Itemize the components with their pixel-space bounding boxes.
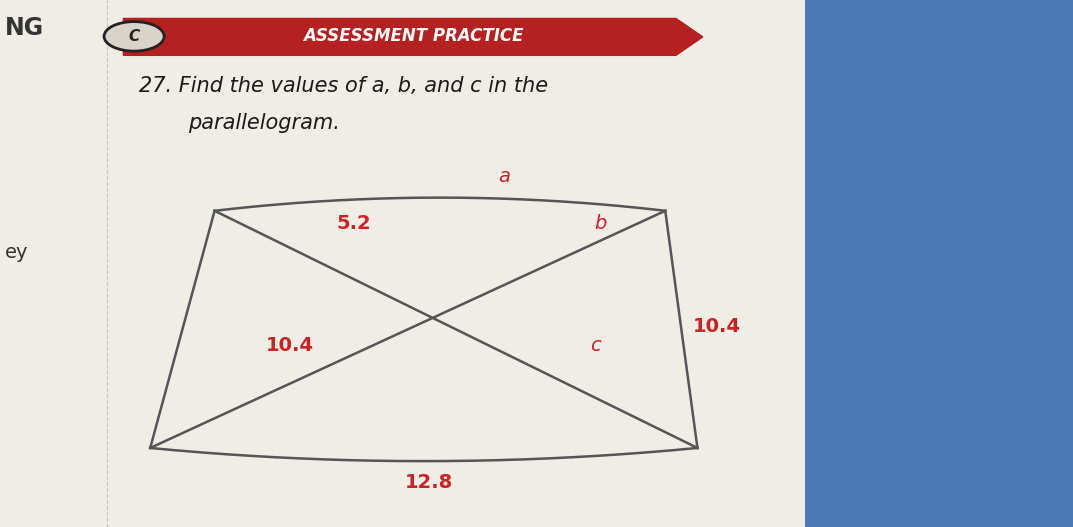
Text: NG: NG: [5, 16, 44, 40]
Bar: [805, 0, 1073, 527]
Text: 10.4: 10.4: [693, 317, 740, 336]
Circle shape: [104, 22, 164, 51]
Text: a: a: [498, 167, 511, 186]
Text: C: C: [129, 29, 139, 44]
Text: 27. Find the values of a, b, and c in the: 27. Find the values of a, b, and c in th…: [139, 76, 548, 96]
Text: 10.4: 10.4: [266, 336, 313, 355]
Text: b: b: [594, 214, 607, 233]
Text: ey: ey: [5, 243, 29, 262]
Text: 12.8: 12.8: [406, 473, 453, 492]
Text: 5.2: 5.2: [337, 214, 371, 233]
Text: c: c: [590, 336, 601, 355]
Text: parallelogram.: parallelogram.: [188, 113, 340, 133]
Polygon shape: [123, 18, 703, 55]
Text: ASSESSMENT PRACTICE: ASSESSMENT PRACTICE: [303, 27, 524, 45]
Bar: [0, 0, 805, 527]
